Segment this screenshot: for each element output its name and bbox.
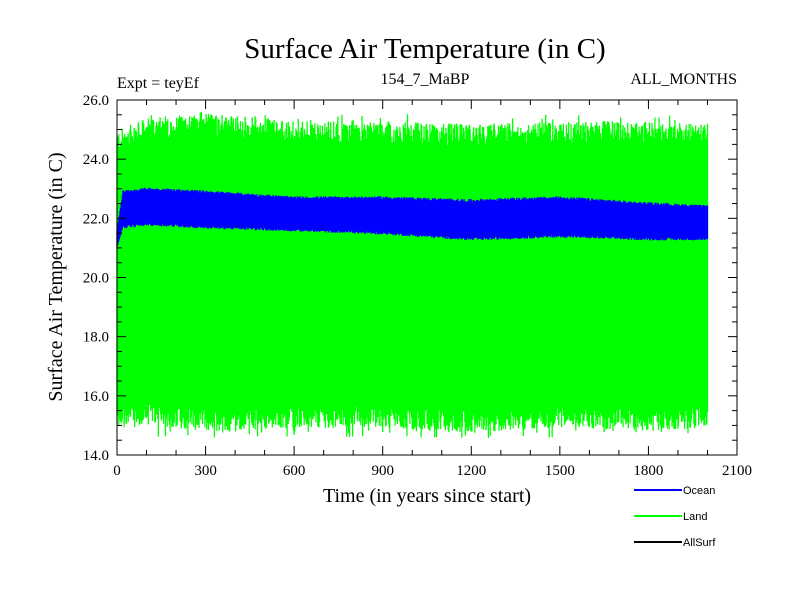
x-tick-label: 1800 (633, 463, 663, 479)
x-tick-label: 0 (113, 463, 121, 479)
y-tick-label: 14.0 (83, 448, 109, 464)
y-tick-label: 16.0 (83, 389, 109, 405)
y-tick-label: 24.0 (83, 152, 109, 168)
x-axis-label: Time (in years since start) (323, 485, 531, 507)
series-land (116, 112, 709, 439)
y-tick-label: 20.0 (83, 271, 109, 287)
y-tick-label: 18.0 (83, 330, 109, 346)
experiment-label: Expt = teyEf (117, 75, 200, 92)
axis-ticks (116, 99, 738, 456)
x-tick-label: 1200 (456, 463, 486, 479)
y-axis-label: Surface Air Temperature (in C) (45, 152, 67, 401)
x-tick-label: 1500 (545, 463, 575, 479)
y-tick-labels: 14.0 16.0 18.0 20.0 22.0 24.0 26.0 (83, 93, 109, 464)
y-tick-label: 22.0 (83, 211, 109, 227)
y-tick-label: 26.0 (83, 93, 109, 109)
legend-label-allsurf: AllSurf (683, 537, 716, 549)
legend: Ocean Land AllSurf (634, 485, 716, 549)
series-layer (116, 112, 709, 439)
x-tick-label: 2100 (722, 463, 752, 479)
x-tick-labels: 0 300 600 900 1200 1500 1800 2100 (113, 463, 752, 479)
legend-label-ocean: Ocean (683, 485, 715, 497)
x-tick-label: 600 (283, 463, 306, 479)
x-tick-label: 300 (194, 463, 217, 479)
x-tick-label: 900 (371, 463, 394, 479)
period-label: 154_7_MaBP (381, 71, 470, 88)
chart-title: Surface Air Temperature (in C) (244, 33, 605, 65)
months-label: ALL_MONTHS (630, 71, 737, 88)
legend-label-land: Land (683, 511, 707, 523)
